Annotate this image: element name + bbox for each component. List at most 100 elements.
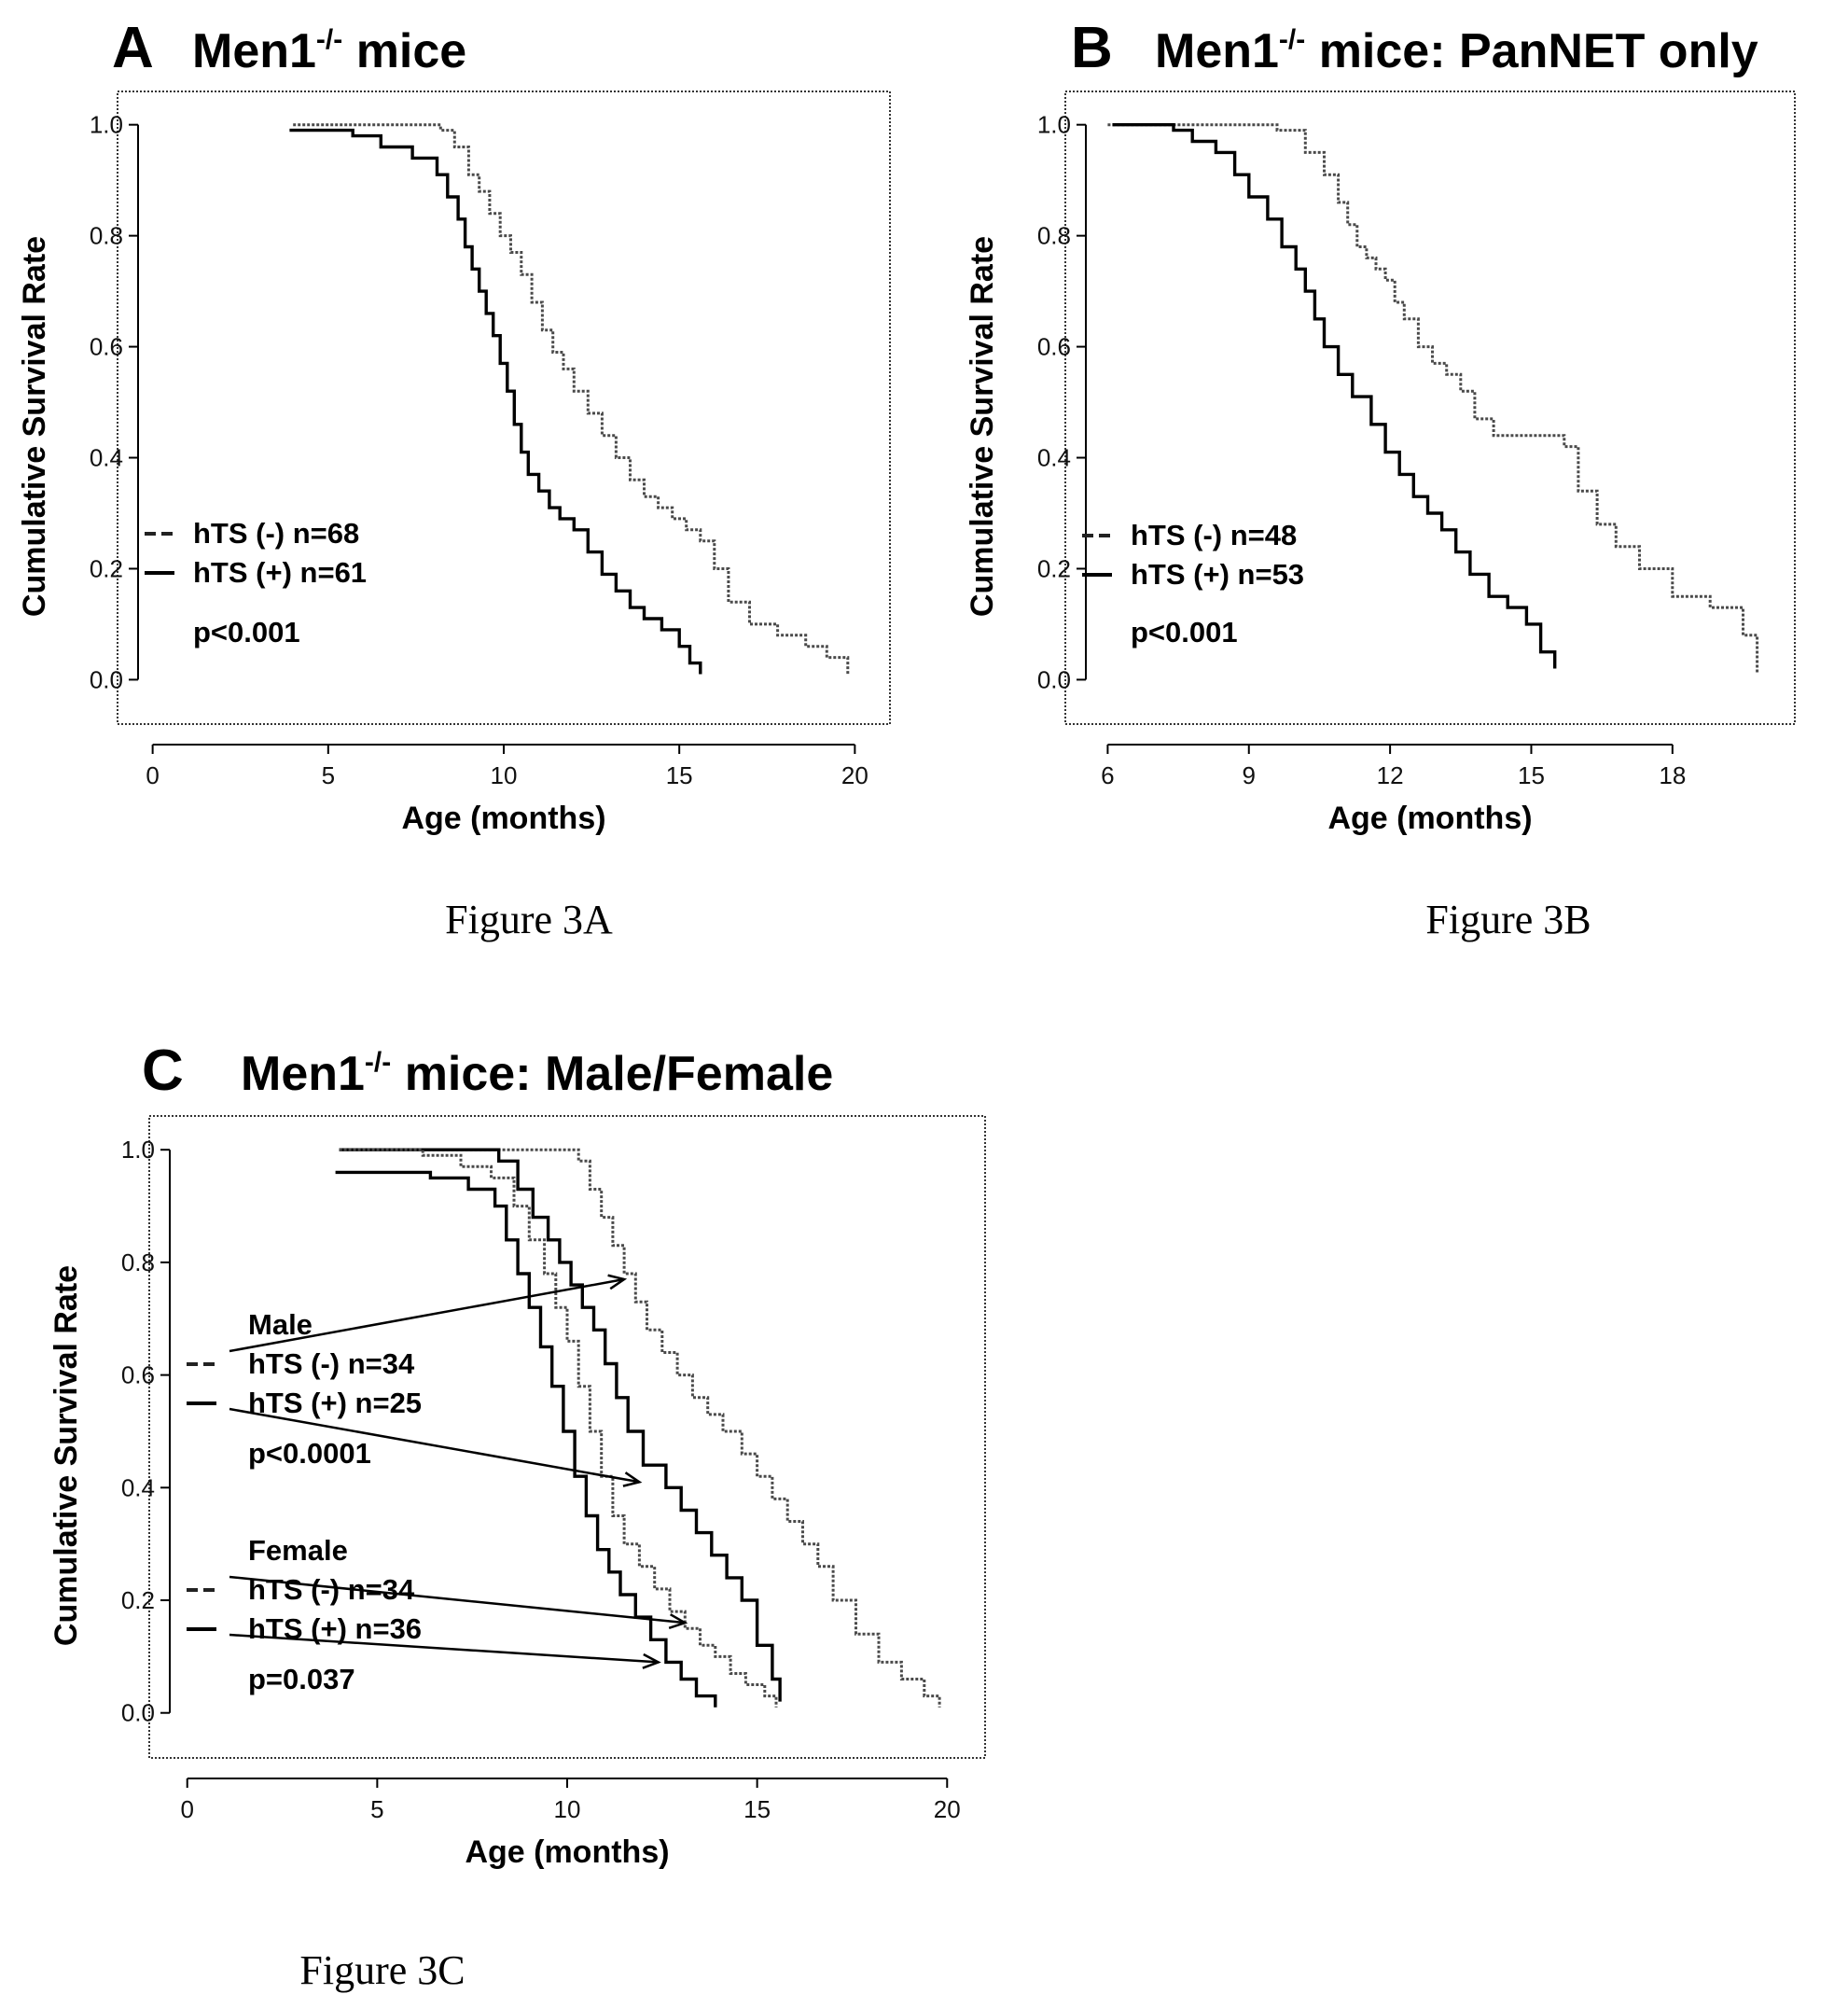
arrow-head: [668, 1613, 688, 1629]
y-tick-label: 0.4: [121, 1473, 155, 1501]
legend-entry: hTS (-) n=34: [248, 1573, 415, 1606]
y-tick-label: 0.4: [1037, 444, 1071, 472]
panel-b: B Men1-/- mice: PanNET only0.00.20.40.60.…: [965, 16, 1796, 942]
y-axis-label: Cumulative Survival Rate: [49, 1265, 84, 1646]
annotation-arrow: [229, 1277, 625, 1353]
y-tick-label: 0.2: [121, 1586, 155, 1614]
survival-curve-female-hts-negative: [339, 1148, 778, 1708]
annotation-arrow: [229, 1575, 686, 1625]
x-axis-label: Age (months): [1327, 801, 1532, 836]
x-tick-label: 20: [841, 761, 868, 789]
y-tick-label: 0.0: [121, 1699, 155, 1727]
annotation-arrow: [229, 1633, 659, 1664]
title-superscript: -/-: [365, 1047, 391, 1078]
axes: 0.0 0.2 0.4 0.6 0.8 1.0 6 9 12 15 18: [1037, 111, 1686, 789]
x-tick-label: 15: [1518, 761, 1545, 789]
x-tick-label: 10: [491, 761, 518, 789]
y-tick-label: 0.8: [90, 222, 123, 250]
x-tick-label: 20: [934, 1795, 961, 1823]
legend-group-heading: Male: [248, 1308, 313, 1341]
x-tick-label: 0: [180, 1795, 193, 1823]
survival-curve-male-hts-negative: [339, 1148, 941, 1708]
y-tick-label: 0.2: [90, 554, 123, 582]
x-tick-label: 5: [322, 761, 335, 789]
axes: 0.0 0.2 0.4 0.6 0.8 1.0 0 5 10 15 20: [121, 1136, 961, 1823]
legend-entry: hTS (+) n=61: [193, 556, 367, 589]
chart-title: Men1-/- mice: [192, 24, 466, 78]
x-tick-label: 10: [554, 1795, 581, 1823]
panel-c: C Men1-/- mice: Male/Female0.00.20.40.60.…: [49, 1039, 986, 1993]
p-value: p<0.0001: [248, 1437, 371, 1470]
legend: hTS (-) n=68 hTS (+) n=61 p<0.001: [145, 517, 367, 648]
plot-frame: [1064, 91, 1796, 725]
figure-caption: Figure 3A: [445, 897, 613, 942]
title-rest: mice: [342, 24, 466, 78]
panel-letter: A: [112, 16, 154, 80]
y-tick-label: 0.0: [90, 665, 123, 693]
title-main: Men1: [1155, 24, 1279, 78]
survival-curve-hts-positive: [1112, 123, 1557, 669]
y-axis-label: Cumulative Survival Rate: [965, 236, 1000, 617]
y-tick-label: 0.0: [1037, 665, 1071, 693]
legend-entry: hTS (-) n=48: [1131, 519, 1297, 551]
arrow-head: [607, 1274, 628, 1290]
plot-frame: [117, 91, 891, 725]
title-superscript: -/-: [1279, 24, 1305, 55]
y-tick-label: 0.8: [121, 1248, 155, 1276]
legend-entry: hTS (-) n=68: [193, 517, 359, 550]
legend-entry: hTS (-) n=34: [248, 1347, 415, 1380]
x-tick-label: 18: [1659, 761, 1686, 789]
survival-curve-hts-positive: [289, 128, 702, 675]
arrow-head: [622, 1471, 643, 1487]
legend-group-heading: Female: [248, 1534, 348, 1567]
survival-curve-male-hts-positive: [339, 1148, 782, 1702]
chart-title: Men1-/- mice: PanNET only: [1155, 24, 1758, 78]
arrow-head: [642, 1652, 661, 1669]
legend: Male hTS (-) n=34 hTS (+) n=25 p<0.0001 Fema…: [187, 1274, 688, 1695]
y-tick-label: 0.4: [90, 444, 123, 472]
title-main: Men1: [241, 1047, 365, 1101]
p-value: p=0.037: [248, 1663, 355, 1695]
y-tick-label: 0.6: [121, 1361, 155, 1389]
annotation-arrow: [229, 1407, 640, 1484]
legend: hTS (-) n=48 hTS (+) n=53 p<0.001: [1082, 519, 1304, 648]
y-tick-label: 1.0: [121, 1136, 155, 1164]
legend-entry: hTS (+) n=53: [1131, 558, 1304, 591]
panel-letter: C: [142, 1039, 184, 1103]
survival-curve-female-hts-positive: [335, 1170, 717, 1708]
figure-caption: Figure 3B: [1425, 897, 1591, 942]
title-rest: mice: PanNET only: [1305, 24, 1758, 78]
title-main: Men1: [192, 24, 316, 78]
legend-entry: hTS (+) n=36: [248, 1612, 422, 1645]
x-axis-label: Age (months): [465, 1834, 669, 1870]
survival-curve-hts-negative: [1107, 123, 1759, 675]
y-tick-label: 0.8: [1037, 222, 1071, 250]
x-tick-label: 6: [1101, 761, 1114, 789]
plot-frame: [148, 1115, 986, 1759]
panel-a: A Men1-/- mice 0.0 0.2 0.4 0.6 0.8 1.0 0 5 10 15 20 A…: [17, 16, 891, 942]
title-superscript: -/-: [316, 24, 342, 55]
axes: 0.0 0.2 0.4 0.6 0.8 1.0 0 5 10 15 20: [90, 111, 868, 789]
p-value: p<0.001: [193, 616, 300, 648]
x-tick-label: 12: [1377, 761, 1404, 789]
x-tick-label: 5: [370, 1795, 383, 1823]
legend-entry: hTS (+) n=25: [248, 1387, 422, 1419]
panel-letter: B: [1071, 16, 1113, 80]
y-tick-label: 1.0: [1037, 111, 1071, 139]
x-tick-label: 15: [743, 1795, 771, 1823]
y-tick-label: 0.2: [1037, 554, 1071, 582]
y-tick-label: 1.0: [90, 111, 123, 139]
y-axis-label: Cumulative Survival Rate: [17, 236, 52, 617]
y-tick-label: 0.6: [1037, 333, 1071, 361]
figure-caption: Figure 3C: [299, 1947, 465, 1993]
p-value: p<0.001: [1131, 616, 1238, 648]
x-axis-label: Age (months): [401, 801, 605, 836]
x-tick-label: 9: [1243, 761, 1256, 789]
x-tick-label: 0: [146, 761, 159, 789]
chart-title: Men1-/- mice: Male/Female: [241, 1047, 833, 1101]
survival-curve-hts-negative: [293, 123, 850, 675]
title-rest: mice: Male/Female: [391, 1047, 833, 1101]
x-tick-label: 15: [666, 761, 693, 789]
y-tick-label: 0.6: [90, 333, 123, 361]
